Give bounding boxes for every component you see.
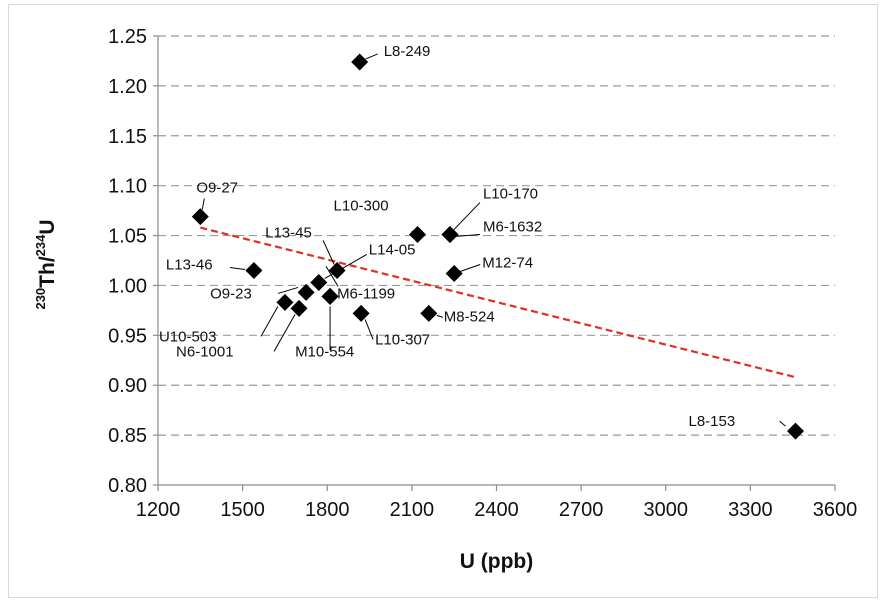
point-label-o9-27: O9-27: [196, 180, 238, 197]
leader-line: [460, 263, 481, 272]
leader-line: [277, 286, 299, 294]
point-label-m12-74: M12-74: [482, 254, 533, 271]
point-label-l13-46: L13-46: [166, 256, 213, 273]
data-point-u10-503: [276, 293, 294, 311]
point-label-m10-554: M10-554: [295, 343, 354, 360]
point-label-l10-307: L10-307: [375, 331, 430, 348]
y-title-part-1: Th/: [36, 256, 59, 288]
y-tick-label: 1.20: [108, 76, 147, 98]
data-point-l10-300: [409, 226, 427, 244]
point-label-l8-249: L8-249: [384, 43, 431, 60]
leader-line: [453, 234, 480, 238]
point-label-l8-153: L8-153: [689, 413, 736, 430]
y-tick-label: 0.95: [108, 325, 147, 347]
data-point-l8-153: [787, 422, 805, 440]
point-labels: L8-249 O9-27 L10-300 L10-170 M6-1632 M12-74 L1…: [159, 43, 786, 430]
y-title-part-2: U: [36, 219, 59, 234]
point-label-n6-1001: N6-1001: [176, 343, 234, 360]
y-axis-title: 230Th/234U: [33, 219, 59, 309]
x-axis-title: U (ppb): [460, 550, 533, 573]
data-point-m12-74: [445, 264, 463, 282]
point-label-l10-170: L10-170: [483, 186, 538, 203]
data-point-l8-249: [351, 53, 369, 71]
leader-line: [364, 319, 374, 340]
data-point-m8-524: [420, 304, 438, 322]
data-points: [191, 53, 805, 440]
data-point-m6-1632: [441, 226, 459, 244]
data-point-m10-554: [321, 287, 339, 305]
gridlines: [158, 35, 835, 436]
data-point-l10-307: [352, 304, 370, 322]
point-label-m6-1199: M6-1199: [337, 285, 395, 302]
x-tick-label: 3000: [644, 499, 689, 521]
x-tick-label: 1500: [220, 499, 265, 521]
x-tick-label: 3600: [813, 499, 858, 521]
leader-line: [273, 314, 296, 352]
x-tick-label: 2100: [390, 499, 435, 521]
y-tick-label: 1.10: [108, 176, 147, 198]
y-title-sup-1: 230: [33, 288, 48, 310]
data-point-o9-27: [191, 208, 209, 226]
leader-line: [453, 202, 481, 230]
chart-frame: 0.80 0.85 0.90 0.95 1.00 1.05 1.10 1.15 1.20 1.25…: [8, 4, 878, 598]
x-tick-label: 3300: [728, 499, 773, 521]
leader-line: [325, 266, 339, 287]
x-tick-label: 2700: [559, 499, 604, 521]
point-label-m8-524: M8-524: [444, 308, 495, 325]
point-label-m6-1632: M6-1632: [483, 219, 542, 236]
y-tick-label: 0.85: [108, 425, 147, 447]
y-tick-label: 1.25: [108, 26, 147, 48]
leader-line: [229, 266, 245, 270]
y-tick-label: 1.15: [108, 126, 147, 148]
leader-line: [365, 53, 378, 60]
data-point-l13-45: [328, 261, 346, 279]
data-point-o9-23: [297, 283, 315, 301]
scatter-chart: 0.80 0.85 0.90 0.95 1.00 1.05 1.10 1.15 1.20 1.25…: [33, 26, 857, 573]
point-label-u10-503: U10-503: [159, 328, 217, 345]
leader-line: [779, 420, 786, 427]
point-label-l13-45: L13-45: [265, 224, 312, 241]
y-tick-label: 1.00: [108, 275, 147, 297]
x-tick-label: 1800: [305, 499, 350, 521]
x-tick-label: 1200: [136, 499, 181, 521]
point-label-l10-300: L10-300: [334, 198, 389, 215]
axes: 0.80 0.85 0.90 0.95 1.00 1.05 1.10 1.15 1.20 1.25…: [108, 26, 857, 521]
leader-line: [324, 254, 368, 279]
data-point-l14-05: [310, 273, 328, 291]
x-tick-label: 2400: [474, 499, 519, 521]
leader-line: [436, 314, 443, 318]
leader-line: [260, 306, 279, 337]
trendline-group: [200, 226, 796, 379]
y-tick-label: 1.05: [108, 226, 147, 248]
y-title-sup-2: 234: [33, 234, 48, 256]
leader-line: [322, 240, 335, 265]
data-point-l13-46: [245, 261, 263, 279]
leader-line: [201, 198, 205, 210]
y-tick-label: 0.90: [108, 375, 147, 397]
data-point-n6-1001: [290, 299, 308, 317]
y-tick-label: 0.80: [108, 475, 147, 497]
trendline: [200, 226, 796, 379]
point-label-l14-05: L14-05: [369, 241, 416, 258]
point-label-o9-23: O9-23: [210, 285, 252, 302]
